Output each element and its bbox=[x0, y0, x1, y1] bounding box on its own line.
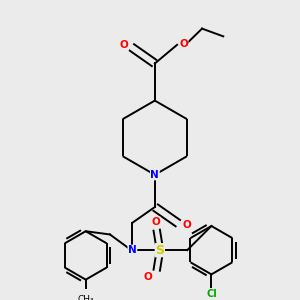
Text: N: N bbox=[128, 245, 137, 255]
Text: O: O bbox=[179, 39, 188, 49]
Text: O: O bbox=[120, 40, 128, 50]
Text: S: S bbox=[155, 244, 164, 257]
Text: Cl: Cl bbox=[206, 290, 217, 299]
Text: O: O bbox=[152, 217, 160, 227]
Text: N: N bbox=[151, 170, 159, 180]
Text: CH₃: CH₃ bbox=[77, 296, 94, 300]
Text: O: O bbox=[143, 272, 152, 282]
Text: O: O bbox=[182, 220, 191, 230]
